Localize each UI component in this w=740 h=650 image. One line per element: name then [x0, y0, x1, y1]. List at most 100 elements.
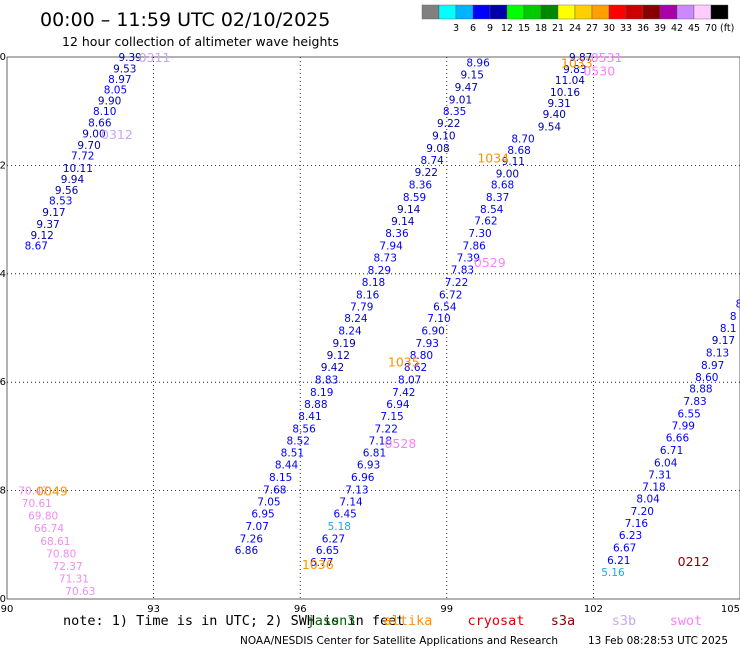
data-point-label: 68.61	[40, 536, 70, 548]
data-point-label: 7.30	[468, 228, 491, 240]
legend-tick-label: 30	[603, 23, 615, 34]
data-point-label: 8.67	[25, 241, 48, 253]
data-point-label: 8.83	[315, 374, 338, 386]
data-point-label: 8.1	[720, 323, 737, 335]
data-point-label: 9.22	[437, 118, 460, 130]
data-point-label: 6.90	[421, 326, 444, 338]
data-point-label: 10.16	[550, 87, 580, 99]
data-point-label: 7.83	[683, 396, 706, 408]
data-point-label: 6.66	[666, 432, 690, 444]
data-point-label: 9.90	[98, 95, 121, 107]
legend-tick-label: 33	[620, 23, 632, 34]
satellite-legend: jason3 altika cryosat s3a s3b swot	[307, 613, 703, 629]
data-point-label: 6.04	[654, 457, 678, 469]
legend-tick-label: 6	[470, 23, 476, 34]
y-tick-label: -54	[0, 269, 6, 280]
legend-swatch	[489, 4, 508, 20]
data-point-label: 8.16	[356, 289, 380, 301]
data-point-label: 8.68	[507, 145, 530, 157]
data-point-label: 8	[730, 311, 737, 323]
x-tick-label: 105	[721, 604, 740, 615]
data-point-label: 9.00	[82, 128, 105, 140]
data-point-label: 8.88	[304, 399, 327, 411]
data-point-label: 6.55	[677, 409, 700, 421]
data-point-label: 7.14	[339, 496, 363, 508]
data-point-label: 8.24	[338, 326, 362, 338]
data-point-label: 9.14	[397, 204, 421, 216]
legend-swatch	[676, 4, 695, 20]
y-tick-label: -52	[0, 160, 6, 171]
data-point-label: 8.44	[275, 460, 299, 472]
data-point-label: 9.87	[569, 52, 592, 64]
data-point-label: 7.22	[445, 277, 468, 289]
data-point-label: 9.11	[502, 156, 525, 168]
wave-height-points: 9.399.538.978.059.908.108.669.009.707.72…	[18, 52, 740, 598]
legend-swatch	[693, 4, 712, 20]
legend-swatch	[455, 4, 474, 20]
footer-generated: 13 Feb 08:28:53 UTC 2025	[588, 635, 728, 647]
data-point-label: 7.15	[380, 411, 403, 423]
pass-time-label: 0530	[583, 64, 615, 79]
data-point-label: 6.72	[439, 289, 462, 301]
legend-swatch	[574, 4, 593, 20]
legend-tick-label: 15	[518, 23, 530, 34]
pass-time-label: 0528	[384, 436, 416, 451]
data-point-label: 8.24	[344, 313, 368, 325]
data-point-label: 9.83	[563, 64, 586, 76]
data-point-label: 7.18	[369, 436, 392, 448]
x-tick-label: 99	[440, 604, 453, 615]
legend-tick-label: 70	[705, 23, 717, 34]
pass-time-label: 0311	[139, 50, 171, 65]
data-point-label: 11.04	[555, 75, 585, 87]
data-point-label: 8.60	[695, 372, 718, 384]
legend-tick-label: 3	[453, 23, 459, 34]
data-point-label: 8.10	[93, 106, 116, 118]
data-point-label: 7.10	[427, 313, 450, 325]
data-point-label: 7.99	[672, 421, 695, 433]
data-point-label: 7.93	[416, 338, 439, 350]
data-point-label: 9.22	[415, 167, 438, 179]
satellite-legend-s3a: s3a	[551, 613, 575, 629]
y-tick-label: -60	[0, 594, 6, 605]
data-point-label: 66.74	[34, 523, 64, 535]
pass-time-labels: 0311 0312 0049 1036 1035 0528 0529 1034 10330531…	[36, 50, 709, 572]
data-point-label: 7.13	[345, 485, 368, 497]
data-point-label: 8.88	[689, 384, 712, 396]
pass-time-label: 0531	[591, 50, 623, 65]
data-point-label: 10.11	[63, 163, 93, 175]
legend-tick-label: 9	[487, 23, 493, 34]
data-point-label: 6.93	[357, 460, 380, 472]
legend-swatch	[506, 4, 525, 20]
legend-unit-label: (ft)	[720, 23, 734, 34]
pass-time-label: 0529	[474, 255, 506, 270]
data-point-label: 7.18	[642, 481, 665, 493]
data-point-label: 8.36	[409, 179, 433, 191]
legend-swatch	[421, 4, 440, 20]
legend-tick-label: 12	[501, 23, 513, 34]
data-point-label: 9.31	[547, 98, 570, 110]
data-point-label: 7.94	[379, 241, 403, 253]
data-point-label: 8.35	[443, 106, 466, 118]
data-point-label: 7.26	[240, 533, 264, 545]
data-point-label: 8.59	[403, 192, 426, 204]
legend-swatch	[540, 4, 559, 20]
data-point-label: 7.05	[257, 496, 280, 508]
chart-subtitle: 12 hour collection of altimeter wave hei…	[62, 34, 339, 49]
data-point-label: 8.62	[404, 362, 427, 374]
data-point-label: 9.42	[321, 362, 344, 374]
data-point-label: 7.83	[451, 264, 474, 276]
data-point-label: 6.67	[613, 543, 636, 555]
data-point-label: 6.77	[310, 557, 333, 569]
data-point-label: 9.08	[426, 143, 449, 155]
legend-tick-label: 21	[552, 23, 564, 34]
data-point-label: 7.16	[625, 518, 649, 530]
data-point-label: 7.07	[246, 521, 269, 533]
data-point-label: 8.29	[368, 265, 391, 277]
satellite-legend-jason3: jason3	[307, 613, 356, 629]
data-point-label: 8	[736, 299, 740, 311]
data-point-label: 9.70	[77, 140, 100, 152]
data-point-label: 8.07	[398, 374, 421, 386]
x-tick-label: 93	[147, 604, 160, 615]
legend-swatch	[710, 4, 729, 20]
data-point-label: 9.17	[712, 335, 735, 347]
